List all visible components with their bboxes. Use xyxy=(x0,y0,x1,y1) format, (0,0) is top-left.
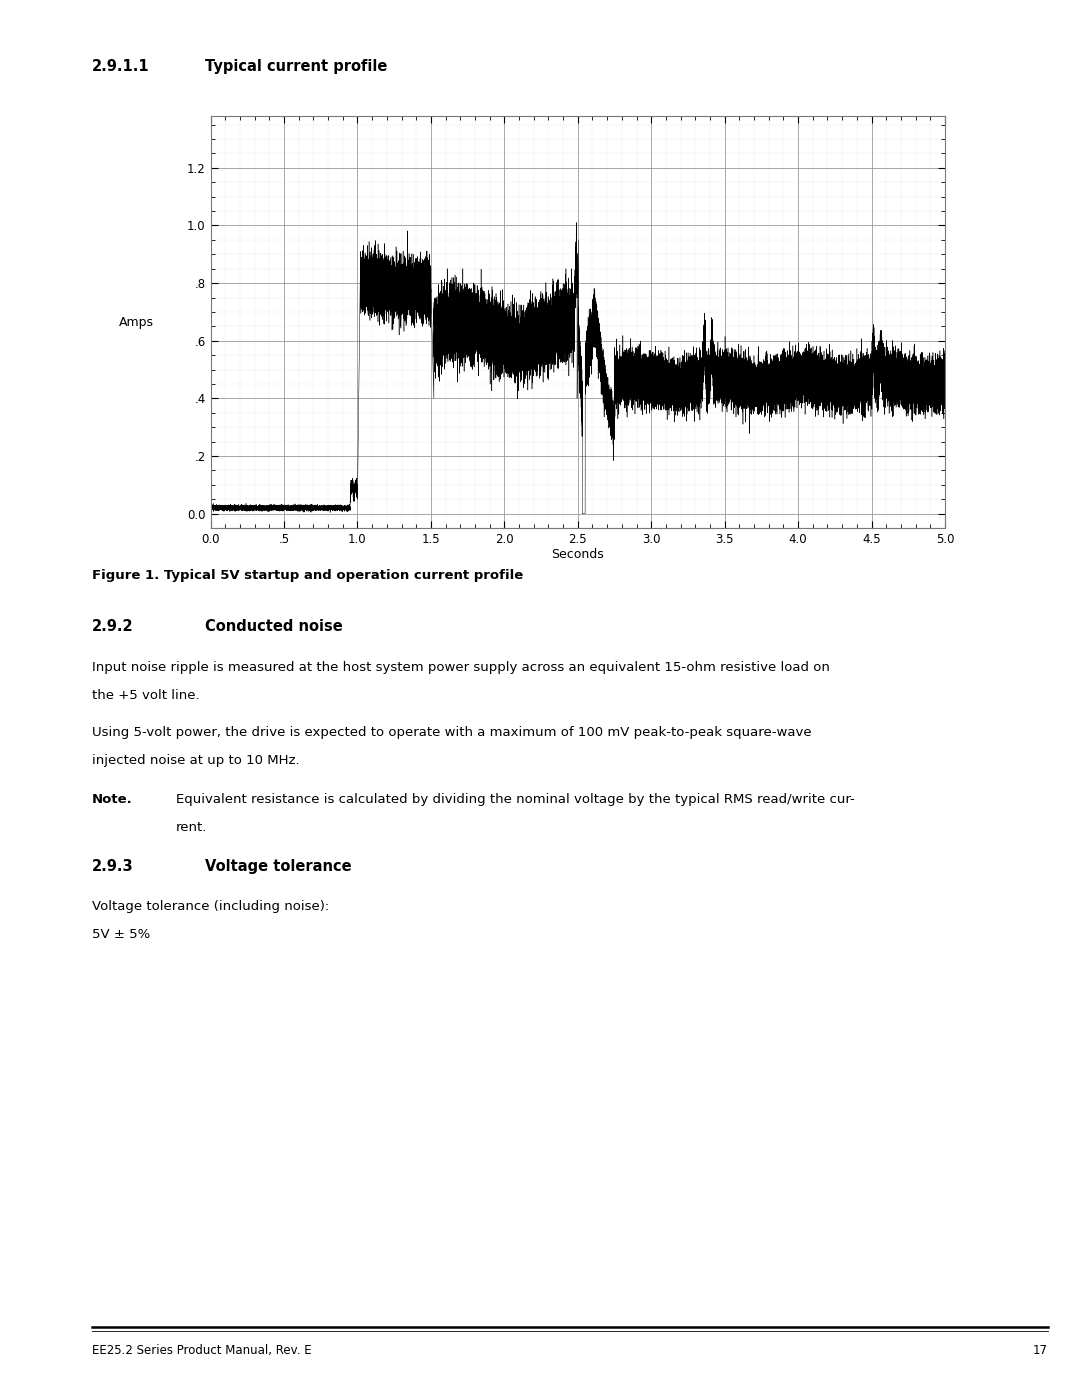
Text: Conducted noise: Conducted noise xyxy=(205,619,343,634)
Text: Figure 1. Typical 5V startup and operation current profile: Figure 1. Typical 5V startup and operati… xyxy=(92,569,523,581)
Text: 17: 17 xyxy=(1032,1344,1048,1356)
Text: Using 5-volt power, the drive is expected to operate with a maximum of 100 mV pe: Using 5-volt power, the drive is expecte… xyxy=(92,726,811,739)
Text: Seconds: Seconds xyxy=(552,548,604,560)
Text: injected noise at up to 10 MHz.: injected noise at up to 10 MHz. xyxy=(92,754,299,767)
Text: 5V ± 5%: 5V ± 5% xyxy=(92,928,150,940)
Text: Amps: Amps xyxy=(119,316,153,328)
Text: Input noise ripple is measured at the host system power supply across an equival: Input noise ripple is measured at the ho… xyxy=(92,661,829,673)
Text: the +5 volt line.: the +5 volt line. xyxy=(92,689,200,701)
Text: Typical current profile: Typical current profile xyxy=(205,59,388,74)
Text: 2.9.3: 2.9.3 xyxy=(92,859,134,875)
Text: Equivalent resistance is calculated by dividing the nominal voltage by the typic: Equivalent resistance is calculated by d… xyxy=(176,793,854,806)
Text: rent.: rent. xyxy=(176,821,207,834)
Text: Voltage tolerance (including noise):: Voltage tolerance (including noise): xyxy=(92,900,329,912)
Text: 2.9.2: 2.9.2 xyxy=(92,619,134,634)
Text: 2.9.1.1: 2.9.1.1 xyxy=(92,59,149,74)
Text: Voltage tolerance: Voltage tolerance xyxy=(205,859,352,875)
Text: EE25.2 Series Product Manual, Rev. E: EE25.2 Series Product Manual, Rev. E xyxy=(92,1344,311,1356)
Text: Note.: Note. xyxy=(92,793,133,806)
